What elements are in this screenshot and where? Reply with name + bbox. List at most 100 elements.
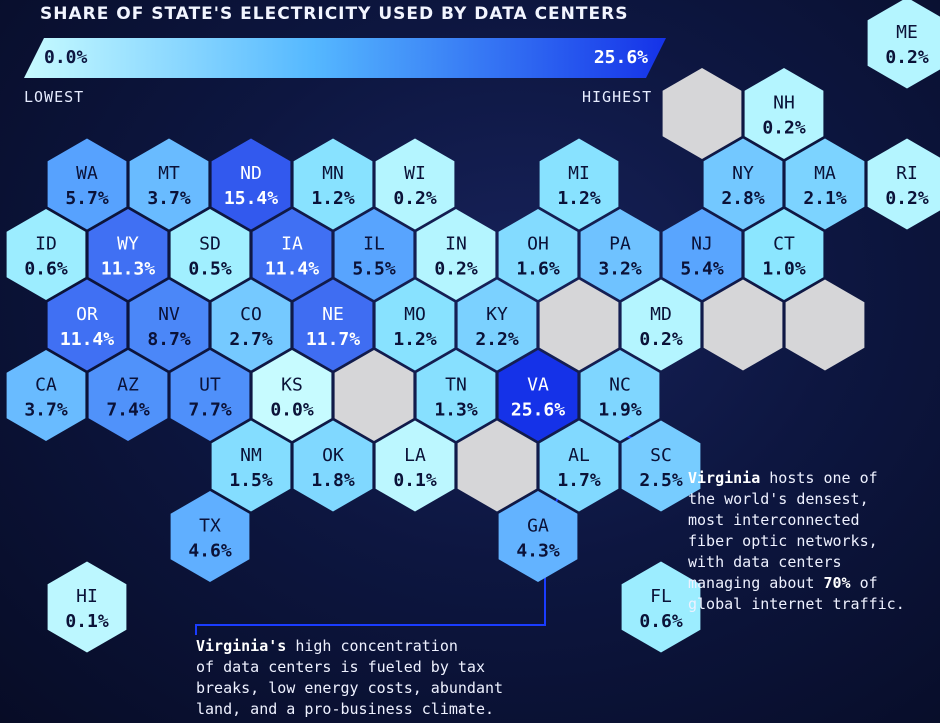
state-value-label: 2.8%	[721, 188, 765, 209]
state-value-label: 7.7%	[188, 400, 232, 421]
state-value-label: 0.2%	[434, 259, 478, 280]
state-tile-ny: NY 2.8%	[703, 138, 783, 230]
state-hex	[621, 420, 701, 512]
state-tile-ga: GA 4.3%	[498, 491, 578, 582]
state-value-label: 25.6%	[511, 400, 565, 421]
annotation-line: high concentration	[286, 637, 458, 655]
state-tile-ca: CA 3.7%	[6, 350, 86, 441]
state-hex	[47, 561, 127, 653]
state-value-label: 1.0%	[762, 259, 806, 280]
state-hex	[211, 138, 291, 230]
state-value-label: 2.5%	[639, 470, 683, 491]
state-hex	[785, 138, 865, 230]
state-value-label: 3.2%	[598, 259, 642, 280]
state-abbreviation: NY	[732, 163, 754, 184]
state-value-label: 0.2%	[393, 188, 437, 209]
state-tile-ia: IA 11.4%	[252, 209, 332, 300]
state-value-label: 1.2%	[557, 188, 601, 209]
state-tile-al: AL 1.7%	[539, 420, 619, 512]
state-value-label: 11.4%	[265, 259, 319, 280]
state-tile-co: CO 2.7%	[211, 279, 291, 371]
state-abbreviation: NH	[773, 93, 795, 114]
state-value-label: 2.2%	[475, 329, 519, 350]
empty-tiles	[334, 68, 865, 512]
state-hex	[211, 279, 291, 371]
state-hex	[211, 420, 291, 512]
state-abbreviation: ID	[35, 234, 57, 255]
state-tile-nd: ND 15.4%	[211, 138, 291, 230]
state-hex	[47, 138, 127, 230]
state-abbreviation: HI	[76, 586, 98, 607]
state-hex	[457, 279, 537, 371]
state-abbreviation: KY	[486, 304, 508, 325]
state-abbreviation: OH	[527, 234, 549, 255]
state-value-label: 1.2%	[311, 188, 355, 209]
state-hex	[252, 209, 332, 300]
annotation-line: breaks, low energy costs, abundant	[196, 679, 504, 697]
state-hex	[293, 420, 373, 512]
state-value-label: 7.4%	[106, 400, 150, 421]
state-abbreviation: OR	[76, 304, 98, 325]
state-value-label: 0.6%	[639, 611, 683, 632]
state-tile-ct: CT 1.0%	[744, 209, 824, 300]
empty-hex-tile	[539, 279, 619, 371]
state-tile-mt: MT 3.7%	[129, 138, 209, 230]
state-abbreviation: AL	[568, 445, 590, 466]
state-abbreviation: GA	[527, 516, 549, 537]
state-abbreviation: AZ	[117, 375, 139, 396]
state-abbreviation: KS	[281, 375, 303, 396]
state-abbreviation: LA	[404, 445, 426, 466]
annotation-line: most interconnected	[688, 511, 860, 529]
empty-hex-tile	[334, 350, 414, 441]
state-hex	[129, 138, 209, 230]
annotation-line: managing about	[688, 574, 824, 592]
virginia-annotation: Virginia hosts one of the world's denses…	[688, 468, 938, 615]
state-hex	[293, 279, 373, 371]
legend-highest-caption: HIGHEST	[582, 88, 653, 106]
state-tile-sc: SC 2.5%	[621, 420, 701, 512]
state-abbreviation: NV	[158, 304, 180, 325]
state-tile-id: ID 0.6%	[6, 209, 86, 300]
state-hex	[498, 209, 578, 300]
state-value-label: 3.7%	[24, 400, 68, 421]
state-value-label: 4.6%	[188, 541, 232, 562]
state-abbreviation: CT	[773, 234, 795, 255]
state-value-label: 15.4%	[224, 188, 278, 209]
state-hex	[416, 209, 496, 300]
state-abbreviation: WY	[117, 234, 139, 255]
state-value-label: 4.3%	[516, 541, 560, 562]
legend-lowest-caption: LOWEST	[24, 88, 85, 106]
state-hex	[252, 350, 332, 441]
state-tile-ky: KY 2.2%	[457, 279, 537, 371]
state-hex	[539, 138, 619, 230]
state-hex	[621, 561, 701, 653]
state-tiles: ME 0.2% NH 0.2% WA 5.7% MT 3.7% ND 15.4% MN 1.2% WI 0…	[6, 0, 940, 653]
state-abbreviation: TN	[445, 375, 467, 396]
state-tile-nh: NH 0.2%	[744, 68, 824, 159]
state-tile-ri: RI 0.2%	[867, 138, 940, 230]
state-tile-wy: WY 11.3%	[88, 209, 168, 300]
state-abbreviation: CO	[240, 304, 262, 325]
state-hex	[170, 350, 250, 441]
annotation-bold: Virginia's	[196, 637, 287, 655]
state-abbreviation: VA	[527, 375, 549, 396]
state-value-label: 0.1%	[393, 470, 437, 491]
state-abbreviation: RI	[896, 163, 918, 184]
state-value-label: 5.4%	[680, 259, 724, 280]
state-abbreviation: NM	[240, 445, 262, 466]
state-abbreviation: SD	[199, 234, 221, 255]
state-abbreviation: NE	[322, 304, 344, 325]
state-tile-mi: MI 1.2%	[539, 138, 619, 230]
state-value-label: 5.7%	[65, 188, 109, 209]
state-value-label: 5.5%	[352, 259, 396, 280]
state-hex	[375, 138, 455, 230]
state-hex	[334, 209, 414, 300]
state-value-label: 1.8%	[311, 470, 355, 491]
state-value-label: 0.0%	[270, 400, 314, 421]
state-tile-mo: MO 1.2%	[375, 279, 455, 371]
annotation-line: global internet traffic.	[688, 595, 905, 613]
state-abbreviation: MA	[814, 163, 836, 184]
state-abbreviation: NJ	[691, 234, 713, 255]
legend-color-scale	[24, 38, 666, 78]
state-value-label: 1.5%	[229, 470, 273, 491]
